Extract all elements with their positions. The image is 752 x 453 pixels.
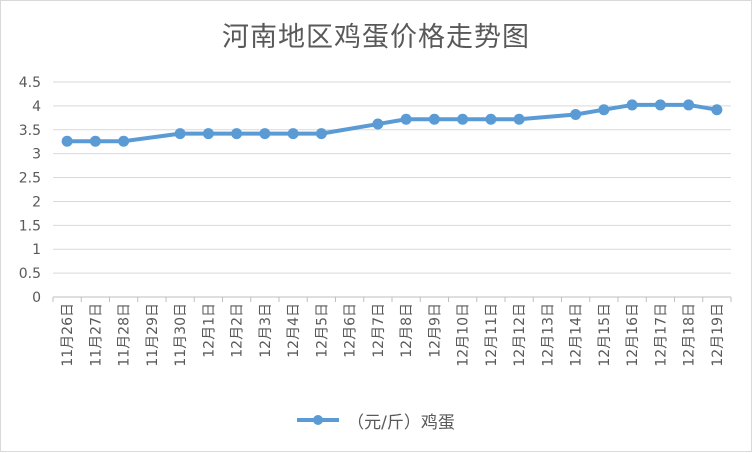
- data-point: [513, 113, 525, 125]
- x-tick-label: 12月8日: [399, 303, 415, 358]
- y-tick-label: 2.5: [19, 171, 41, 187]
- data-point: [683, 99, 695, 111]
- x-tick-label: 12月13日: [540, 303, 556, 367]
- chart-title: 河南地区鸡蛋价格走势图: [222, 22, 530, 53]
- data-point: [598, 104, 610, 116]
- x-tick-label: 12月10日: [456, 303, 472, 367]
- x-tick-label: 12月15日: [597, 303, 613, 367]
- x-tick-label: 12月9日: [427, 303, 443, 358]
- data-point: [400, 113, 412, 125]
- x-tick-label: 11月30日: [173, 303, 189, 367]
- data-point: [457, 113, 469, 125]
- x-tick-label: 12月5日: [314, 303, 330, 358]
- data-point: [231, 128, 243, 140]
- x-tick-label: 12月16日: [625, 303, 641, 367]
- x-tick-label: 12月19日: [710, 303, 726, 367]
- x-tick-label: 12月1日: [201, 303, 217, 358]
- y-tick-label: 3: [32, 147, 41, 163]
- legend-label: （元/斤）鸡蛋: [347, 412, 455, 433]
- x-tick-label: 12月7日: [371, 303, 387, 358]
- data-point: [428, 113, 440, 125]
- y-tick-label: 1.5: [19, 218, 41, 234]
- data-point: [626, 99, 638, 111]
- data-point: [570, 108, 582, 120]
- legend-marker: [297, 412, 340, 428]
- x-tick-label: 12月11日: [484, 303, 500, 367]
- data-point: [118, 135, 130, 147]
- x-tick-label: 12月3日: [258, 303, 274, 358]
- data-point: [372, 118, 384, 130]
- y-tick-label: 0.5: [19, 266, 41, 282]
- y-tick-label: 0: [32, 290, 41, 306]
- data-point: [259, 128, 271, 140]
- y-tick-label: 3.5: [19, 123, 41, 139]
- x-tick-label: 12月17日: [653, 303, 669, 367]
- x-tick-label: 12月4日: [286, 303, 302, 358]
- data-point: [287, 128, 299, 140]
- data-point: [61, 135, 73, 147]
- x-tick-label: 11月28日: [117, 303, 133, 367]
- y-tick-label: 1: [32, 242, 41, 258]
- data-point: [315, 128, 327, 140]
- x-tick-label: 12月2日: [230, 303, 246, 358]
- series-line: [67, 102, 718, 144]
- data-point: [711, 104, 723, 116]
- x-tick-label: 12月14日: [569, 303, 585, 367]
- data-point: [89, 135, 101, 147]
- data-point: [485, 113, 497, 125]
- data-point: [202, 128, 214, 140]
- y-tick-label: 4: [32, 99, 41, 115]
- legend: （元/斤）鸡蛋: [1, 406, 751, 434]
- x-tick-label: 11月27日: [88, 303, 104, 367]
- x-tick-label: 12月18日: [682, 303, 698, 367]
- y-tick-label: 4.5: [19, 75, 41, 91]
- x-tick-label: 11月29日: [145, 303, 161, 367]
- x-tick-label: 11月26日: [60, 303, 76, 367]
- x-tick-label: 12月12日: [512, 303, 528, 367]
- x-tick-label: 12月6日: [343, 303, 359, 358]
- data-point: [654, 99, 666, 111]
- y-tick-label: 2: [32, 194, 41, 210]
- data-point: [174, 128, 186, 140]
